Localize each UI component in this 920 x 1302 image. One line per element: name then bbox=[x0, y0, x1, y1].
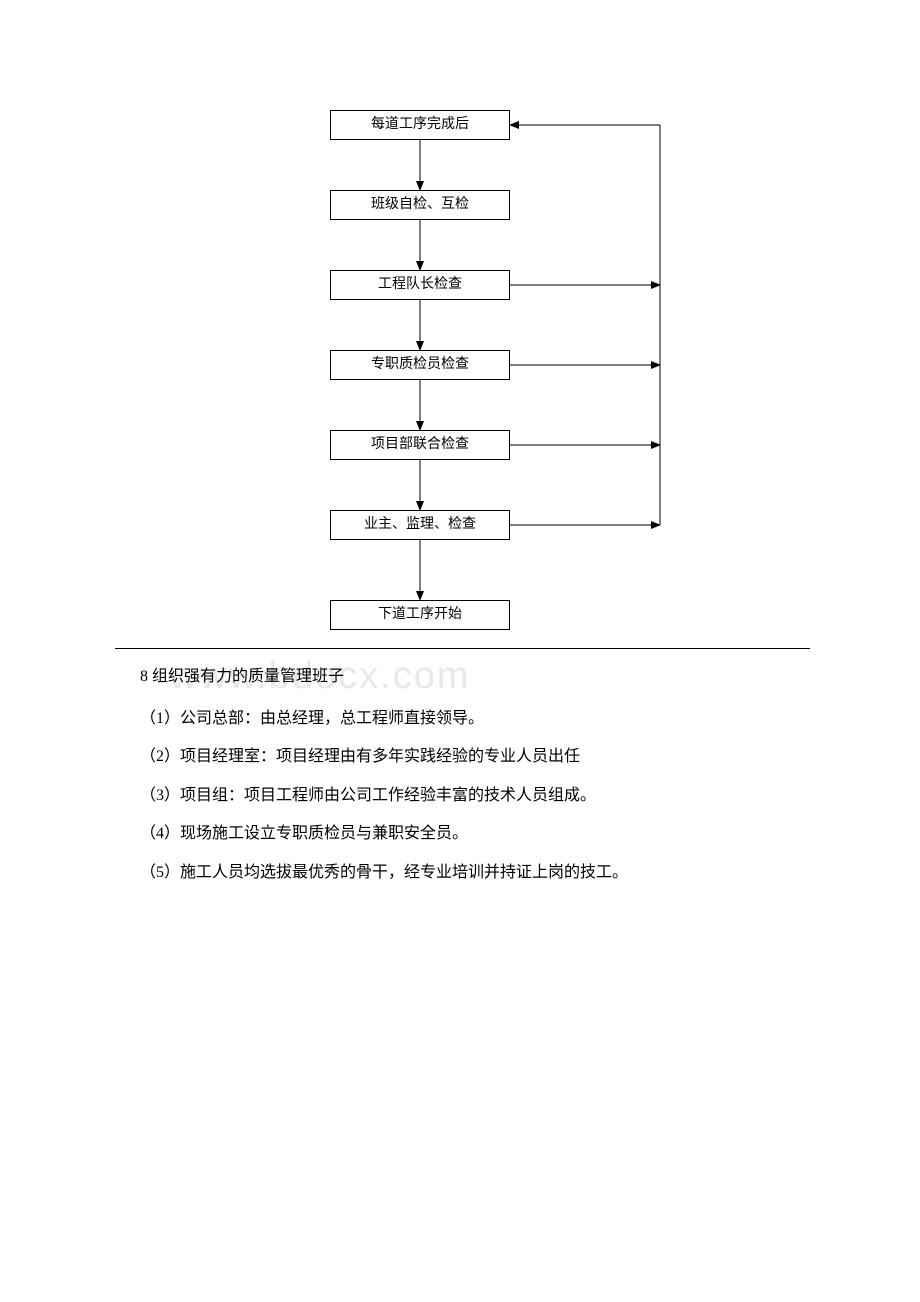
text-content: （1）公司总部：由总经理，总工程师直接领导。（2）项目经理室：项目经理由有多年实… bbox=[140, 700, 780, 892]
flow-node-n4: 专职质检员检查 bbox=[330, 350, 510, 380]
flow-node-n1: 每道工序完成后 bbox=[330, 110, 510, 140]
divider-line bbox=[115, 648, 810, 649]
paragraph-5: （5）施工人员均选拔最优秀的骨干，经专业培训并持证上岗的技工。 bbox=[140, 854, 780, 892]
flow-node-n6: 业主、监理、检查 bbox=[330, 510, 510, 540]
flow-node-n5: 项目部联合检查 bbox=[330, 430, 510, 460]
flow-node-n3: 工程队长检查 bbox=[330, 270, 510, 300]
paragraph-4: （4）现场施工设立专职质检员与兼职安全员。 bbox=[140, 815, 780, 853]
flow-node-n7: 下道工序开始 bbox=[330, 600, 510, 630]
quality-flowchart: 每道工序完成后班级自检、互检工程队长检查专职质检员检查项目部联合检查业主、监理、… bbox=[130, 110, 790, 650]
section-heading: 8 组织强有力的质量管理班子 bbox=[140, 662, 344, 686]
flow-node-n2: 班级自检、互检 bbox=[330, 190, 510, 220]
paragraph-3: （3）项目组：项目工程师由公司工作经验丰富的技术人员组成。 bbox=[140, 777, 780, 815]
paragraph-2: （2）项目经理室：项目经理由有多年实践经验的专业人员出任 bbox=[140, 738, 780, 776]
paragraph-1: （1）公司总部：由总经理，总工程师直接领导。 bbox=[140, 700, 780, 738]
